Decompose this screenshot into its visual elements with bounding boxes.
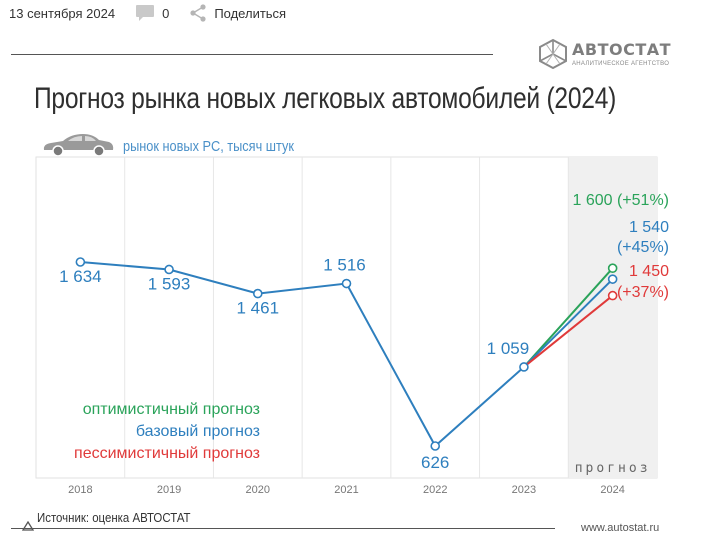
history-point-2020 bbox=[252, 288, 263, 299]
article-meta: 13 сентября 2024 0 Поделиться bbox=[9, 4, 306, 22]
autostat-logo-icon bbox=[539, 38, 567, 70]
data-label-2020: 1 461 bbox=[237, 299, 280, 318]
bottom-divider bbox=[11, 528, 555, 529]
chart-ylabel: рынок новых PC, тысяч штук bbox=[123, 138, 294, 155]
data-label-2021: 1 516 bbox=[323, 256, 366, 275]
car-icon bbox=[43, 134, 114, 157]
legend-pessimistic: пессимистичный прогноз bbox=[74, 445, 260, 462]
base-point-2024 bbox=[607, 274, 618, 284]
x-tick-label-2022: 2022 bbox=[423, 484, 447, 496]
forecast-band-label: прогноз bbox=[575, 461, 651, 476]
publish-date: 13 сентября 2024 bbox=[9, 5, 116, 21]
forecast-band bbox=[568, 157, 657, 478]
top-divider bbox=[11, 54, 493, 55]
history-line bbox=[80, 261, 525, 448]
site-url: www.autostat.ru bbox=[581, 522, 660, 534]
optimistic-point-2024 bbox=[607, 263, 618, 274]
history-point-2023 bbox=[519, 362, 529, 372]
data-label-2019: 1 593 bbox=[148, 274, 191, 293]
data-label-pessimistic-value: 1 450 bbox=[629, 263, 669, 280]
plot-area bbox=[35, 156, 658, 479]
data-label-2023: 1 059 bbox=[487, 339, 530, 358]
legend-base: базовый прогноз bbox=[136, 423, 260, 440]
x-tick-label-2023: 2023 bbox=[512, 484, 536, 496]
logo-tagline: АНАЛИТИЧЕСКОЕ АГЕНТСТВО bbox=[572, 61, 670, 67]
chart-title: Прогноз рынка новых легковых автомобилей… bbox=[34, 82, 617, 115]
share-button[interactable]: Поделиться bbox=[189, 4, 286, 22]
x-tick-label-2018: 2018 bbox=[68, 484, 92, 496]
history-point-2019 bbox=[164, 264, 174, 275]
data-label-optimistic: 1 600 (+51%) bbox=[572, 192, 669, 209]
history-point-2018 bbox=[75, 257, 86, 267]
data-label-base-value: 1 540 bbox=[629, 219, 669, 236]
pessimistic-line bbox=[523, 294, 614, 368]
source-note: Источник: оценка АВТОСТАТ bbox=[37, 510, 191, 525]
share-label: Поделиться bbox=[214, 5, 287, 21]
x-tick-label-2024: 2024 bbox=[600, 484, 624, 496]
data-label-2022: 626 bbox=[421, 453, 449, 472]
comments-count: 0 bbox=[162, 5, 170, 21]
data-label-base-pct: (+45%) bbox=[617, 239, 669, 256]
x-tick-label-2020: 2020 bbox=[246, 484, 270, 496]
data-label-pessimistic-pct: (+37%) bbox=[617, 284, 669, 301]
autostat-logo: АВТОСТАТ АНАЛИТИЧЕСКОЕ АГЕНТСТВО bbox=[538, 38, 678, 72]
history-point-2021 bbox=[341, 278, 352, 289]
triangle-icon bbox=[22, 521, 34, 531]
logo-name: АВТОСТАТ bbox=[572, 40, 672, 59]
comments-link[interactable]: 0 bbox=[135, 4, 169, 22]
legend-optimistic: оптимистичный прогноз bbox=[83, 401, 260, 418]
optimistic-line bbox=[523, 267, 614, 368]
pessimistic-point-2024 bbox=[607, 290, 618, 301]
data-label-2018: 1 634 bbox=[59, 267, 102, 286]
x-tick-label-2019: 2019 bbox=[157, 484, 181, 496]
share-icon bbox=[190, 4, 206, 22]
base-line bbox=[523, 278, 614, 368]
comment-icon bbox=[136, 5, 155, 21]
x-tick-label-2021: 2021 bbox=[334, 484, 358, 496]
history-point-2022 bbox=[430, 441, 441, 451]
